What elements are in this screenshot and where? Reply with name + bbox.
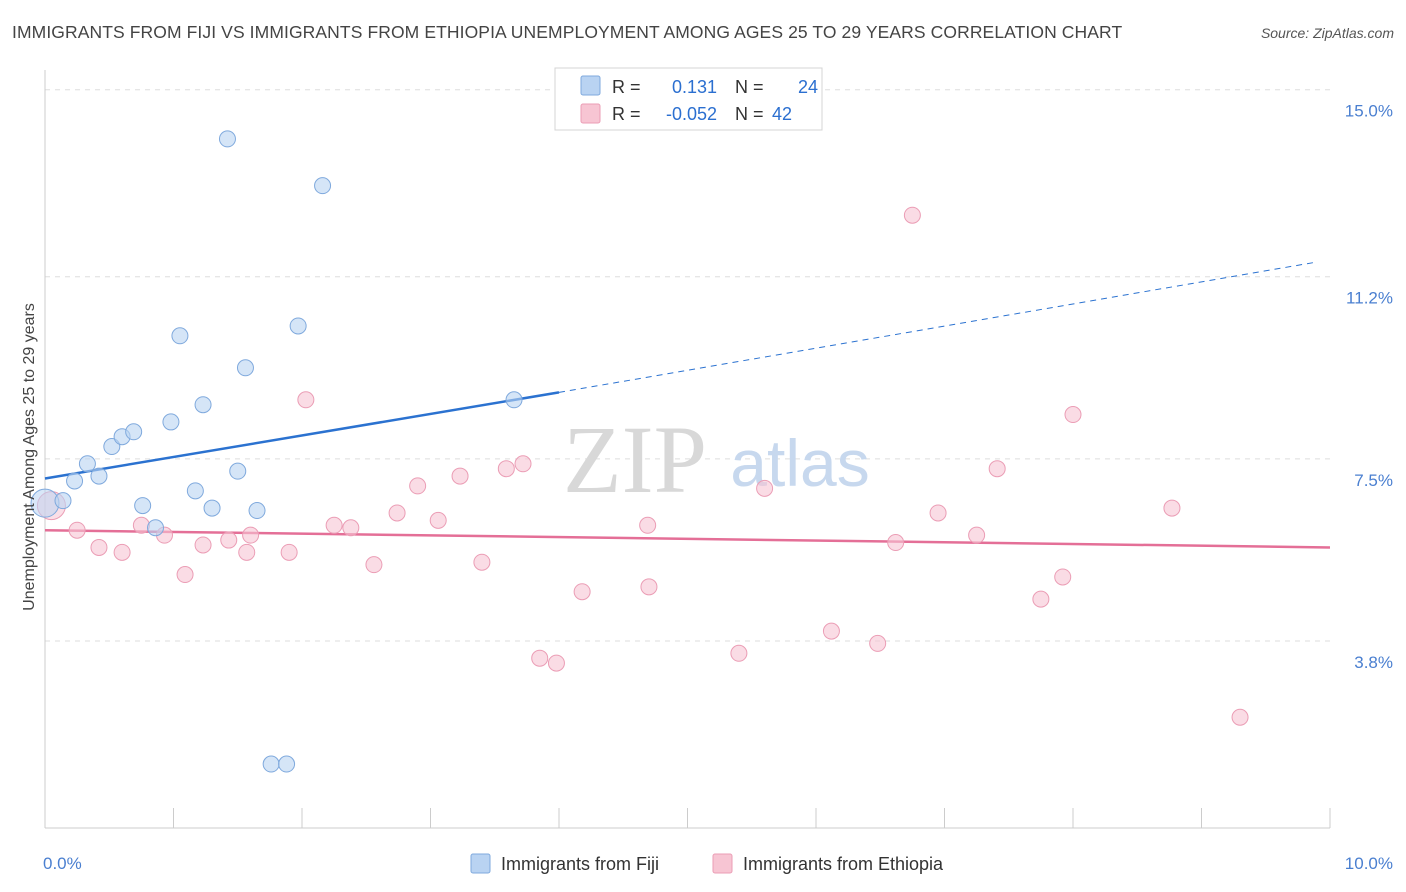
fiji-point [54,492,72,510]
watermark: ZIP atlas [563,406,870,513]
ethiopia-point [756,479,774,497]
fiji-point [278,755,296,773]
ethiopia-point [342,519,360,537]
ethiopia-point [929,504,947,522]
ethiopia-point [220,531,238,549]
fiji-point [162,413,180,431]
legend-ethiopia-n-label: N = [735,104,764,124]
legend-ethiopia-swatch [580,103,601,124]
ethiopia-point [514,455,532,473]
fiji-point [186,482,204,500]
fiji-point [90,467,108,485]
legend: R = 0.131 N = 24 R = -0.052 N = 42 [554,67,823,131]
ethiopia-point [429,511,447,529]
bottom-legend-ethiopia-swatch [712,853,733,874]
ethiopia-point [238,543,256,561]
fiji-point [66,472,84,490]
fiji-point [125,423,143,441]
ethiopia-point [473,553,491,571]
ethiopia-point [968,526,986,544]
fiji-point [134,497,152,515]
ethiopia-point [730,644,748,662]
ethiopia-point [822,622,840,640]
fiji-point [289,317,307,335]
fiji-point [78,455,96,473]
ethiopia-point [194,536,212,554]
ethiopia-point [1064,406,1082,424]
ethiopia-point [113,543,131,561]
ethiopia-point [547,654,565,672]
ethiopia-point [297,391,315,409]
ethiopia-point [640,578,658,596]
legend-fiji-n-label: N = [735,77,764,97]
ethiopia-trend-line [44,528,1331,549]
ethiopia-point [887,534,905,552]
fiji-point [314,177,332,195]
fiji-point [229,462,247,480]
fiji-point [194,396,212,414]
legend-fiji-r-label: R = [612,77,641,97]
bottom-legend: Immigrants from Fiji Immigrants from Eth… [470,853,944,874]
fiji-point [218,130,236,148]
bottom-legend-fiji-label: Immigrants from Fiji [501,854,659,874]
ethiopia-point [365,556,383,574]
bottom-legend-ethiopia-label: Immigrants from Ethiopia [743,854,944,874]
ethiopia-point [1054,568,1072,586]
legend-ethiopia-r-value: -0.052 [666,104,717,124]
source-label: Source: ZipAtlas.com [1260,25,1394,41]
ethiopia-point [176,566,194,584]
chart-title: IMMIGRANTS FROM FIJI VS IMMIGRANTS FROM … [12,22,1123,42]
ethiopia-point [388,504,406,522]
ethiopia-point [497,460,515,478]
ethiopia-point [325,516,343,534]
watermark-zip: ZIP [563,406,707,513]
ethiopia-point [903,206,921,224]
ethiopia-point [531,649,549,667]
legend-fiji-swatch [580,75,601,96]
ethiopia-point [573,583,591,601]
ethiopia-point [869,634,887,652]
y-tick-label: 7.5% [1354,471,1393,490]
x-tick-label: 10.0% [1345,854,1393,873]
fiji-point [103,438,121,456]
y-tick-label: 3.8% [1354,653,1393,672]
fiji-point [147,519,165,537]
ethiopia-point [1163,499,1181,517]
ethiopia-point [451,467,469,485]
ethiopia-point [988,460,1006,478]
fiji-point [236,359,254,377]
fiji-point [171,327,189,345]
ethiopia-point [90,538,108,556]
data-points [30,130,1249,773]
ethiopia-point [68,521,86,539]
fiji-point [262,755,280,773]
legend-fiji-r-value: 0.131 [672,77,717,97]
ethiopia-point [409,477,427,495]
fiji-trend-extension [558,261,1318,393]
ethiopia-point [639,516,657,534]
fiji-point [203,499,221,517]
ethiopia-point [132,516,150,534]
ethiopia-point [280,543,298,561]
ethiopia-point [1032,590,1050,608]
fiji-point [505,391,523,409]
trend-lines [44,261,1331,549]
bottom-legend-fiji-swatch [470,853,491,874]
watermark-atlas: atlas [730,426,869,500]
y-tick-label: 11.2% [1346,289,1393,308]
x-tick-label: 0.0% [43,854,82,873]
y-axis-label: Unemployment Among Ages 25 to 29 years [21,303,38,611]
legend-fiji-n-value: 24 [798,77,818,97]
legend-ethiopia-n-value: 42 [772,104,792,124]
fiji-trend-line [44,391,560,480]
ethiopia-point [1231,708,1249,726]
ethiopia-point [242,526,260,544]
axes: 15.0% 11.2% 7.5% 3.8% 0.0% 10.0% [43,70,1393,873]
y-tick-label: 15.0% [1345,102,1393,121]
legend-ethiopia-r-label: R = [612,104,641,124]
fiji-point [248,502,266,520]
